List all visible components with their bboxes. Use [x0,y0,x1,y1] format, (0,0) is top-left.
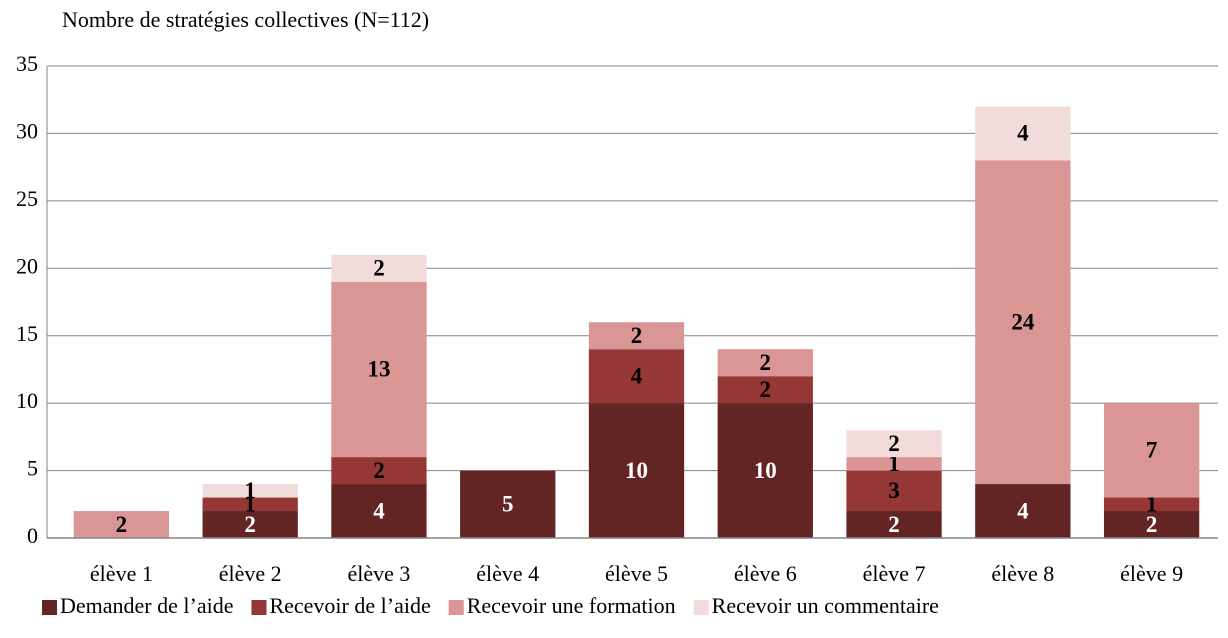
bar-segment [202,484,298,498]
legend-label: Demander de l’aide [60,593,233,618]
y-tick-label: 35 [16,51,38,76]
data-label: 3 [888,478,900,503]
x-tick-label: élève 2 [219,561,282,586]
x-tick-label: élève 7 [863,561,926,586]
bar-segment [717,349,813,377]
legend-swatch [251,600,267,615]
data-label: 4 [631,363,643,388]
bar-segment [975,160,1071,485]
bar-segment [975,106,1071,161]
x-tick-label: élève 4 [476,561,539,586]
data-label: 5 [502,492,514,517]
data-label: 2 [760,377,772,402]
bar-segment [331,457,427,485]
x-tick-label: élève 9 [1120,561,1183,586]
y-tick-label: 5 [27,456,38,481]
bar-segment [73,511,170,538]
bar-segment [1103,403,1200,498]
data-label: 2 [116,512,128,537]
bar-segment [331,484,427,538]
x-tick-label: élève 3 [347,561,410,586]
data-label: 2 [373,256,385,281]
legend-label: Recevoir un commentaire [712,593,939,618]
legend-swatch [448,600,464,615]
data-label: 2 [888,431,900,456]
bar-segment [460,470,556,538]
bar-segment [588,349,685,404]
data-label: 1 [244,478,256,503]
bar-segment [846,430,942,458]
x-tick-label: élève 8 [991,561,1054,586]
data-label: 1 [888,451,900,476]
bar-segment [588,322,685,350]
bar-segment [331,254,427,282]
legend-swatch [42,600,57,615]
data-label: 10 [625,458,648,483]
data-label: 13 [367,357,390,382]
bar-segment [846,457,942,471]
y-axis-title: Nombre de stratégies collectives (N=112) [62,7,429,32]
data-label: 2 [244,512,256,537]
y-tick-label: 0 [27,523,38,548]
data-label: 10 [754,458,777,483]
data-label: 2 [888,512,900,537]
x-tick-label: élève 6 [734,561,797,586]
y-tick-label: 30 [16,118,38,143]
legend-swatch [693,600,709,615]
x-tick-label: élève 5 [605,561,668,586]
bar-segment [975,484,1071,538]
data-label: 4 [373,498,385,523]
y-tick-label: 25 [16,186,38,211]
data-label: 4 [1017,121,1029,146]
bar-segment [202,511,298,538]
bar-segment [588,403,685,538]
x-tick-label: élève 1 [90,561,153,586]
data-label: 2 [1146,512,1158,537]
legend-label: Recevoir de l’aide [269,593,430,618]
y-tick-label: 20 [16,253,38,278]
bar-segment [1103,511,1200,538]
data-label: 2 [631,323,643,348]
bar-segment [717,376,813,404]
data-label: 7 [1146,438,1158,463]
data-label: 4 [1017,498,1029,523]
bar-segment [846,470,942,512]
bar-segment [202,497,298,512]
legend-label: Recevoir une formation [467,593,676,618]
y-tick-label: 10 [16,388,38,413]
data-label: 24 [1011,310,1035,335]
bar-segment [1103,497,1200,512]
data-label: 2 [373,458,385,483]
bar-segment [717,403,813,538]
bar-segment [846,511,942,538]
data-label: 1 [1146,492,1158,517]
data-label: 1 [244,492,256,517]
bar-segment [331,281,427,458]
y-tick-label: 15 [16,321,38,346]
data-label: 2 [760,350,772,375]
